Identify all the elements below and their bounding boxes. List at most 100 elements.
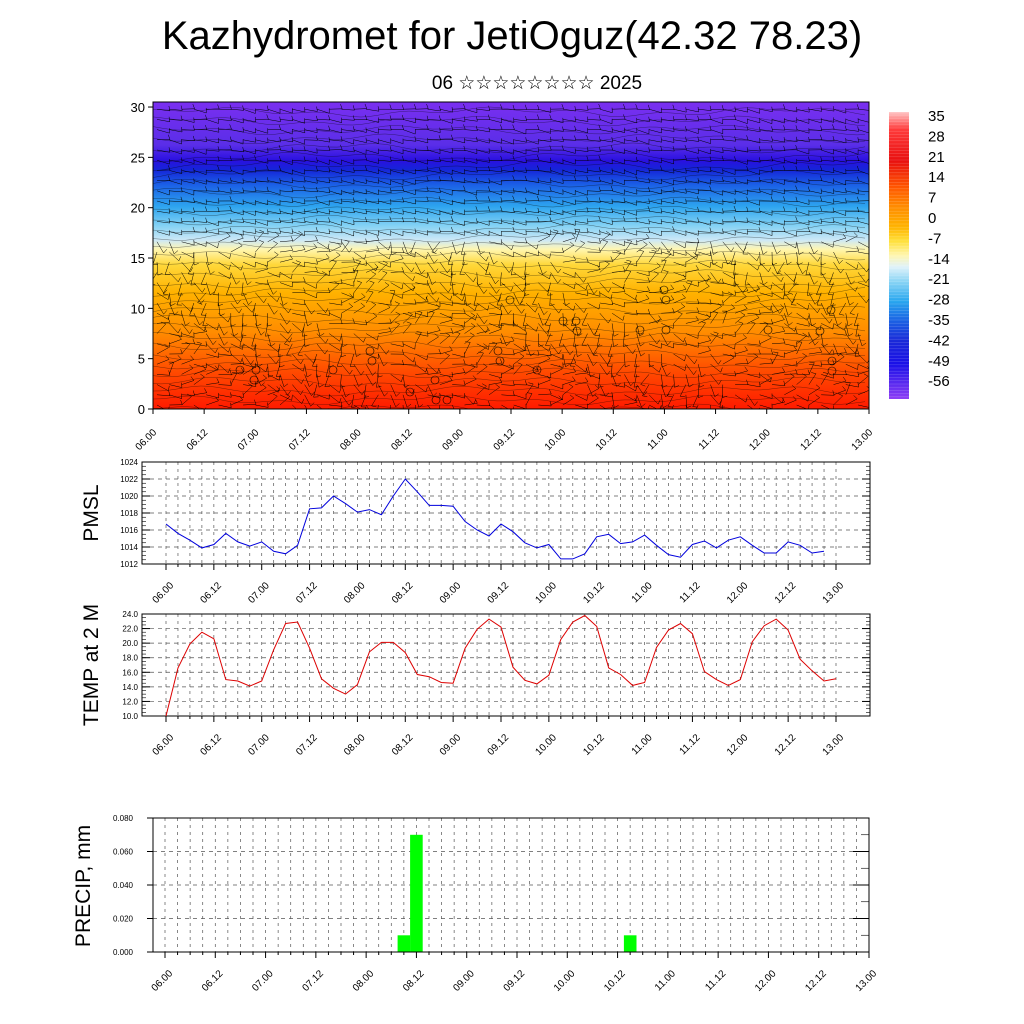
wind-barb <box>390 384 397 397</box>
wind-barb <box>243 119 256 123</box>
wind-barb <box>562 190 576 196</box>
wind-barb <box>550 200 564 206</box>
wind-barb <box>562 244 575 253</box>
wind-barb <box>673 119 687 121</box>
wind-barb-flag <box>316 259 318 265</box>
wind-barb <box>365 291 374 304</box>
wind-barb <box>624 384 636 392</box>
calm-circle <box>659 285 669 295</box>
wind-barb <box>575 108 589 111</box>
wind-barb-flag <box>240 357 243 363</box>
wind-barb-flag <box>205 136 208 142</box>
wind-barb-flag <box>537 147 540 153</box>
wind-barb-flag <box>290 235 294 241</box>
wind-barb <box>599 302 613 305</box>
wind-barb <box>759 374 771 383</box>
calm-circle <box>431 395 441 405</box>
wind-barb <box>562 119 576 122</box>
wind-barb <box>427 262 436 273</box>
colorbar-label: -35 <box>928 312 950 329</box>
wind-barb <box>230 292 238 305</box>
wind-barb <box>242 385 253 395</box>
wind-barb-flag <box>758 207 761 213</box>
wind-barb-flag <box>783 294 785 300</box>
wind-barb-flag <box>744 346 748 351</box>
wind-barb <box>501 302 509 315</box>
wind-barb <box>279 394 292 401</box>
wind-barb <box>153 272 158 280</box>
wind-barb <box>501 210 515 213</box>
wind-barb <box>562 313 564 327</box>
wind-barb-flag <box>829 349 833 355</box>
wind-barb-flag <box>445 352 450 356</box>
y-tick-label: 0.040 <box>113 881 134 890</box>
wind-barb <box>587 384 593 397</box>
wind-barb-flag <box>353 167 355 173</box>
wind-barb <box>673 333 684 343</box>
wind-barb <box>377 404 379 409</box>
wind-barb <box>279 292 284 306</box>
colorbar-label: 21 <box>928 149 945 166</box>
wind-barb <box>685 231 699 236</box>
wind-barb <box>611 333 614 347</box>
wind-barb <box>525 241 537 250</box>
wind-barb-flag <box>200 373 205 378</box>
wind-barb-flag <box>303 217 306 223</box>
wind-barb-flag <box>606 231 611 235</box>
wind-barb <box>673 374 675 388</box>
wind-barb-flag <box>157 272 163 276</box>
wind-barb-flag <box>543 311 548 315</box>
wind-barb <box>624 210 637 216</box>
wind-barb-flag <box>363 337 366 343</box>
wind-barb <box>673 210 687 215</box>
colorbar-bar <box>889 112 909 399</box>
wind-barb <box>587 119 601 121</box>
wind-barb-flag <box>496 289 500 294</box>
wind-barb-flag <box>493 260 498 265</box>
wind-barb <box>845 139 859 143</box>
wind-barb <box>821 231 834 236</box>
wind-barb-flag <box>635 294 637 300</box>
wind-barb <box>415 384 427 393</box>
wind-barb <box>501 353 515 356</box>
wind-barb-flag <box>792 396 797 401</box>
wind-barb <box>452 128 466 130</box>
wind-barb <box>661 170 675 174</box>
wind-barb <box>845 382 851 395</box>
wind-barb-flag <box>429 310 435 313</box>
wind-barb <box>156 312 169 320</box>
wind-barb <box>796 108 810 113</box>
wind-barb <box>230 129 244 133</box>
wind-barb-flag <box>377 375 383 378</box>
wind-barb-flag <box>746 147 749 153</box>
wind-barb-flag <box>833 178 835 184</box>
wind-barb-flag <box>426 186 429 192</box>
contour-line <box>153 214 866 226</box>
wind-barb <box>587 282 595 295</box>
wind-barb <box>538 353 552 357</box>
wind-barb-flag <box>190 267 194 272</box>
wind-barb-flag <box>586 395 588 401</box>
wind-barb-flag <box>839 353 845 357</box>
wind-barb <box>722 180 736 184</box>
wind-barb <box>452 200 465 205</box>
wind-barb <box>636 170 650 174</box>
wind-barb-flag <box>512 406 514 409</box>
wind-barb <box>243 384 256 387</box>
wind-barb <box>230 245 243 253</box>
wind-barb <box>710 404 712 409</box>
wind-barb <box>821 404 831 409</box>
wind-barb-flag <box>795 166 798 171</box>
wind-barb <box>279 190 293 193</box>
wind-barb <box>538 404 552 407</box>
contour-line <box>153 232 866 244</box>
wind-barb-flag <box>740 312 746 316</box>
wind-barb <box>353 296 366 304</box>
wind-barb <box>439 319 453 324</box>
wind-barb <box>329 119 342 123</box>
wind-barb-flag <box>536 195 540 201</box>
wind-barb <box>673 180 687 183</box>
wind-barb <box>833 108 846 114</box>
wind-barb <box>476 404 490 406</box>
wind-barb <box>353 364 362 376</box>
